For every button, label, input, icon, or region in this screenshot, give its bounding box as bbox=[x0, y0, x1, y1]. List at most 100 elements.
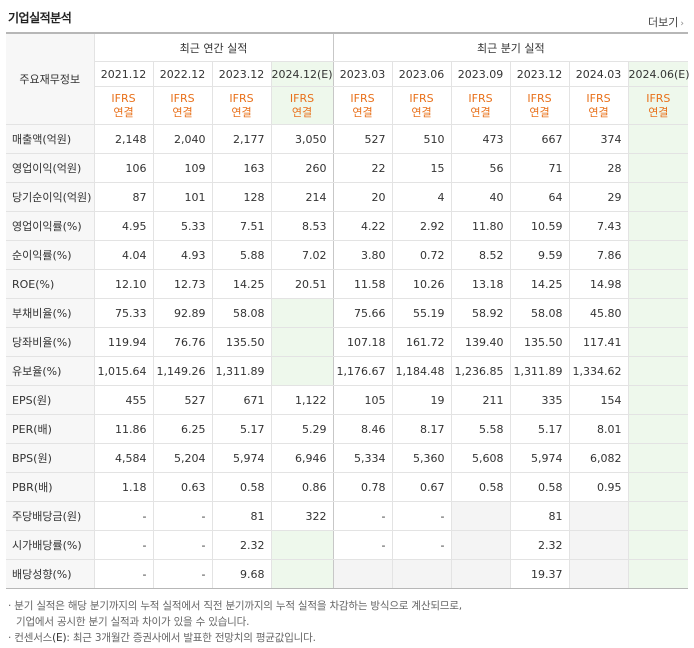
chevron-right-icon: › bbox=[680, 19, 684, 29]
table-cell: 8.46 bbox=[332, 414, 393, 444]
table-cell: 374 bbox=[568, 124, 629, 154]
table-cell: 71 bbox=[509, 153, 570, 183]
table-cell: 76.76 bbox=[152, 327, 212, 357]
table-cell: 0.58 bbox=[509, 472, 570, 502]
period-header-row: 2021.12 2022.12 2023.12 2024.12(E) 2023.03 20… bbox=[6, 61, 690, 87]
table-cell: 3,050 bbox=[270, 124, 334, 154]
table-cell: 12.10 bbox=[93, 269, 153, 299]
table-cell: 22 bbox=[332, 153, 393, 183]
table-cell: 58.92 bbox=[450, 298, 511, 328]
table-cell bbox=[627, 356, 689, 386]
table-cell: 8.53 bbox=[270, 211, 334, 241]
period-header: 2023.09 bbox=[450, 61, 511, 87]
table-cell: 29 bbox=[568, 182, 629, 212]
group-header-row: 주요재무정보 최근 연간 실적 최근 분기 실적 bbox=[6, 32, 689, 125]
period-header: 2022.12 bbox=[152, 61, 212, 87]
table-cell bbox=[270, 327, 334, 357]
footnote-2-prefix: · 컨센서스 bbox=[8, 632, 53, 644]
table-cell: 14.25 bbox=[509, 269, 570, 299]
row-label: 당좌비율(%) bbox=[6, 327, 94, 357]
table-row: 당좌비율(%) 119.94 76.76 135.50 107.18 161.72 139.… bbox=[6, 327, 689, 357]
table-cell: 473 bbox=[450, 124, 511, 154]
table-cell bbox=[627, 124, 689, 154]
ifrs-label: IFRS 연결 bbox=[93, 86, 153, 125]
row-label: 당기순이익(억원) bbox=[6, 182, 94, 212]
table-cell: 9.59 bbox=[509, 240, 570, 270]
ifrs-label: IFRS 연결 bbox=[332, 86, 393, 125]
table-cell: 75.33 bbox=[93, 298, 153, 328]
consolidated-text: 연결 bbox=[588, 105, 609, 119]
table-cell: 58.08 bbox=[211, 298, 271, 328]
table-cell: - bbox=[152, 501, 212, 531]
table-cell: 14.25 bbox=[211, 269, 271, 299]
table-cell bbox=[270, 559, 334, 589]
table-cell: 0.58 bbox=[450, 472, 511, 502]
table-row: BPS(원) 4,584 5,204 5,974 6,946 5,334 5,360 5,60… bbox=[6, 443, 689, 473]
table-cell: - bbox=[152, 530, 212, 560]
row-label: 영업이익률(%) bbox=[6, 211, 94, 241]
table-cell: 161.72 bbox=[391, 327, 452, 357]
footnote-2: · 컨센서스(E): 최근 3개월간 증권사에서 발표한 전망치의 평균값입니다… bbox=[8, 630, 462, 646]
table-cell: 9.68 bbox=[211, 559, 271, 589]
table-cell: 8.52 bbox=[450, 240, 511, 270]
table-cell: 3.80 bbox=[332, 240, 393, 270]
table-cell: 19 bbox=[391, 385, 452, 415]
table-cell: 1,015.64 bbox=[93, 356, 153, 386]
table-cell bbox=[450, 501, 511, 531]
row-label: 유보율(%) bbox=[6, 356, 94, 386]
table-cell: - bbox=[391, 501, 452, 531]
table-cell: 14.98 bbox=[568, 269, 629, 299]
table-cell: 4.04 bbox=[93, 240, 153, 270]
table-row: EPS(원) 455 527 671 1,122 105 19 211 335 154 bbox=[6, 385, 689, 415]
table-cell: 119.94 bbox=[93, 327, 153, 357]
table-cell: 510 bbox=[391, 124, 452, 154]
table-cell bbox=[332, 559, 393, 589]
table-cell bbox=[627, 559, 689, 589]
row-label: 순이익률(%) bbox=[6, 240, 94, 270]
table-row: PER(배) 11.86 6.25 5.17 5.29 8.46 8.17 5.58 5.17 8… bbox=[6, 414, 689, 444]
table-cell bbox=[627, 182, 689, 212]
period-header: 2024.12(E) bbox=[270, 61, 334, 87]
table-cell bbox=[627, 501, 689, 531]
ifrs-text: IFRS bbox=[586, 91, 611, 105]
table-cell: 211 bbox=[450, 385, 511, 415]
row-label: 시가배당률(%) bbox=[6, 530, 94, 560]
table-cell: 214 bbox=[270, 182, 334, 212]
more-link[interactable]: 더보기 › bbox=[648, 14, 684, 30]
row-label: 부채비율(%) bbox=[6, 298, 94, 328]
table-cell bbox=[627, 153, 689, 183]
table-cell: 1,311.89 bbox=[211, 356, 271, 386]
quarterly-group-header: 최근 분기 실적 bbox=[332, 32, 689, 62]
table-cell: 1,122 bbox=[270, 385, 334, 415]
table-cell: 5.33 bbox=[152, 211, 212, 241]
table-cell: 87 bbox=[93, 182, 153, 212]
row-label: 매출액(억원) bbox=[6, 124, 94, 154]
table-cell: 154 bbox=[568, 385, 629, 415]
table-row: 유보율(%) 1,015.64 1,149.26 1,311.89 1,176.67 1,… bbox=[6, 356, 689, 386]
table-cell: 5.29 bbox=[270, 414, 334, 444]
row-label: ROE(%) bbox=[6, 269, 94, 299]
consolidated-text: 연결 bbox=[470, 105, 491, 119]
table-cell: 10.59 bbox=[509, 211, 570, 241]
ifrs-label: IFRS 연결 bbox=[509, 86, 570, 125]
table-cell: 4.93 bbox=[152, 240, 212, 270]
period-header: 2021.12 bbox=[93, 61, 153, 87]
table-cell: 667 bbox=[509, 124, 570, 154]
table-cell: - bbox=[152, 559, 212, 589]
ifrs-text: IFRS bbox=[468, 91, 493, 105]
table-cell: 5,974 bbox=[211, 443, 271, 473]
table-cell: 1,236.85 bbox=[450, 356, 511, 386]
section-title: 기업실적분석 bbox=[8, 11, 72, 25]
period-header: 2024.03 bbox=[568, 61, 629, 87]
period-header: 2023.03 bbox=[332, 61, 393, 87]
row-label: EPS(원) bbox=[6, 385, 94, 415]
table-cell: - bbox=[93, 559, 153, 589]
table-cell: 2.32 bbox=[211, 530, 271, 560]
footnotes: · 분기 실적은 해당 분기까지의 누적 실적에서 직전 분기까지의 누적 실적… bbox=[8, 598, 462, 646]
table-cell: 28 bbox=[568, 153, 629, 183]
table-cell: - bbox=[332, 530, 393, 560]
table-cell bbox=[270, 298, 334, 328]
table-cell: - bbox=[93, 501, 153, 531]
ifrs-text: IFRS bbox=[229, 91, 254, 105]
table-cell bbox=[627, 443, 689, 473]
